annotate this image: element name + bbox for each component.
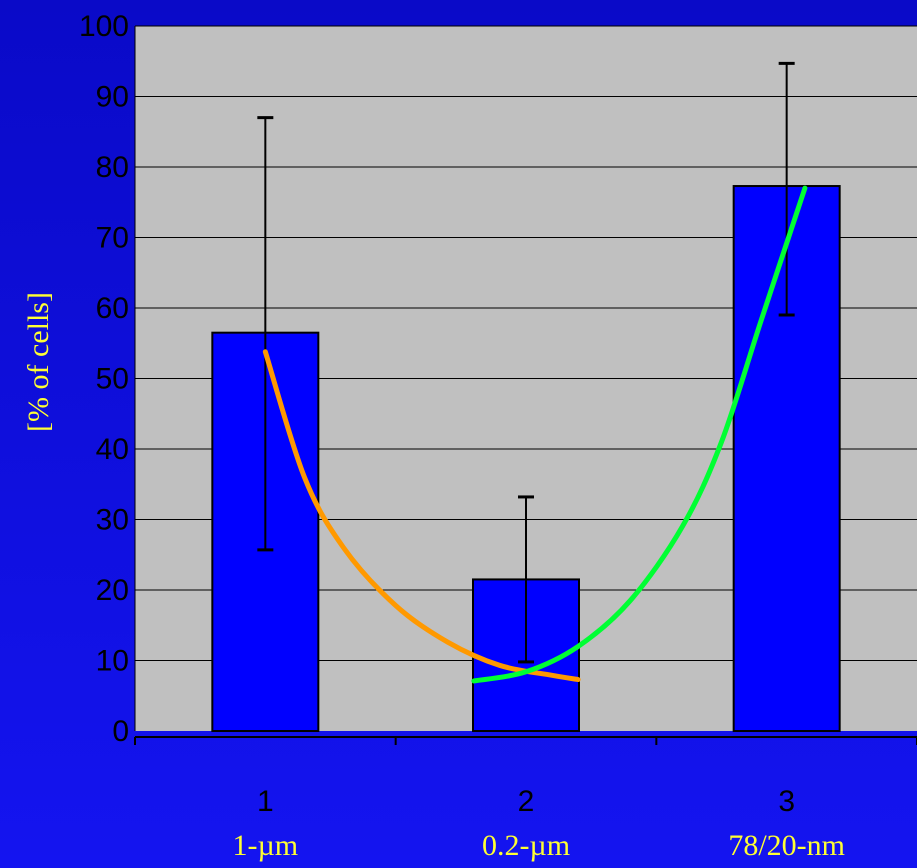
trend-curve-1 <box>262 349 581 683</box>
y-tick-label-30: 30 <box>96 504 129 537</box>
y-axis-label: [% of cells] <box>22 292 55 432</box>
category-name-2: 0.2-µm <box>482 829 570 862</box>
y-tick-label-40: 40 <box>96 433 129 466</box>
y-tick-label-80: 80 <box>96 151 129 184</box>
category-name-1: 1-µm <box>233 829 299 862</box>
y-tick-label-50: 50 <box>96 363 129 396</box>
y-tick-label-10: 10 <box>96 645 129 678</box>
y-tick-label-60: 60 <box>96 292 129 325</box>
category-name-3: 78/20-nm <box>728 829 845 862</box>
y-tick-label-100: 100 <box>79 10 129 43</box>
x-tick-label-2: 2 <box>518 785 535 818</box>
error-bar-3 <box>778 61 795 317</box>
x-tick-label-1: 1 <box>257 785 274 818</box>
y-tick-label-0: 0 <box>112 715 129 748</box>
y-tick-label-70: 70 <box>96 222 129 255</box>
x-tick-label-3: 3 <box>778 785 795 818</box>
trend-curve-2 <box>471 185 808 684</box>
error-bar-1 <box>257 116 274 552</box>
y-tick-label-90: 90 <box>96 81 129 114</box>
error-bar-2 <box>518 495 534 664</box>
y-tick-label-20: 20 <box>96 574 129 607</box>
